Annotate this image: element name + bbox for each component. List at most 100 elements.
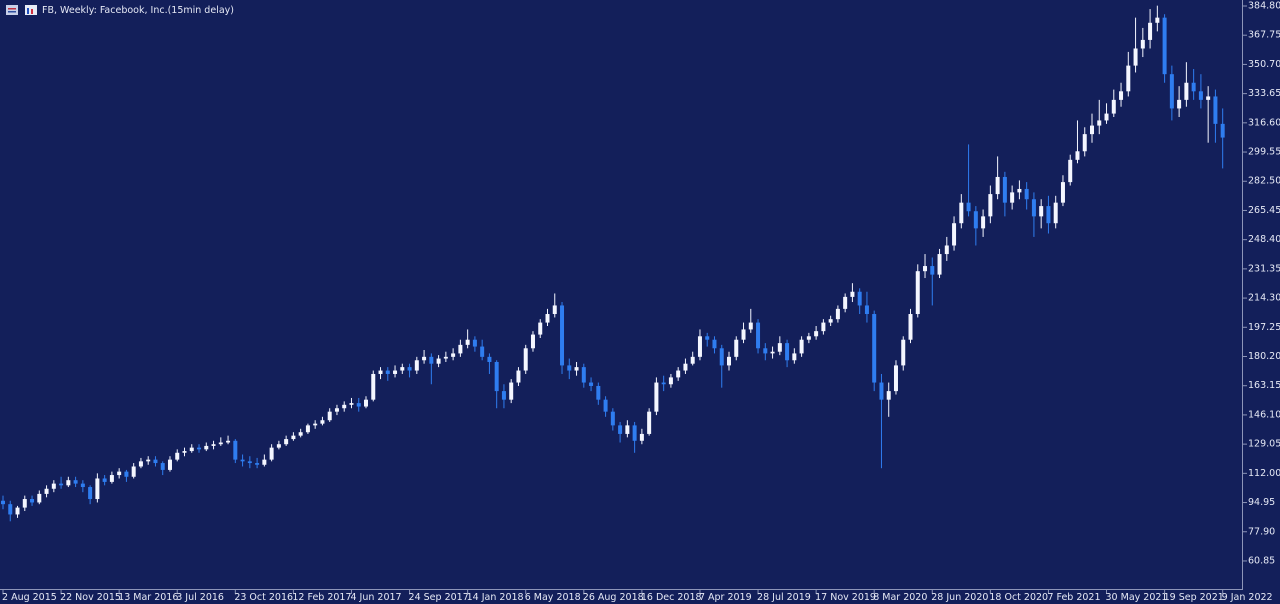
x-tick-label: 30 May 2021 (1106, 592, 1168, 603)
candle-body (364, 399, 368, 407)
candle-body (414, 360, 419, 371)
candle-body (15, 507, 20, 515)
candle-body (226, 440, 231, 443)
y-tick-label: 129.05 (1248, 439, 1280, 450)
x-tick-label: 16 Dec 2018 (641, 592, 702, 603)
candle-body (705, 336, 710, 340)
candle-body (356, 403, 361, 407)
candle-body (850, 291, 855, 297)
candle-body (1133, 48, 1138, 66)
candle-body (1191, 82, 1196, 92)
candle-body (385, 370, 390, 374)
y-tick-label: 367.75 (1248, 30, 1280, 41)
candle-body (973, 211, 978, 229)
candle-body (785, 343, 790, 361)
candle-body (334, 408, 339, 412)
candle-body (828, 319, 833, 323)
candle-body (886, 391, 891, 400)
candle-body (988, 194, 993, 217)
candle-body (393, 370, 398, 374)
candle-body (59, 483, 64, 486)
candle-body (30, 499, 35, 503)
candle-body (451, 353, 456, 357)
candle-body (923, 266, 928, 272)
candle-body (806, 336, 811, 340)
candle-body (908, 314, 913, 340)
candle-body (44, 488, 49, 494)
x-tick-label: 13 Mar 2016 (118, 592, 178, 603)
candle-body (509, 382, 514, 400)
candle-body (618, 425, 623, 434)
candle-body (51, 483, 56, 489)
x-tick-label: 23 Oct 2016 (234, 592, 293, 603)
icon (6, 5, 18, 15)
candle-body (197, 447, 202, 450)
candle-body (276, 444, 281, 448)
candle-body (407, 367, 412, 371)
candle-body (1024, 188, 1029, 200)
candle-body (937, 254, 942, 275)
candle-body (966, 202, 971, 212)
x-tick-label: 7 Feb 2021 (1047, 592, 1100, 603)
candle-body (8, 504, 13, 515)
candle-body (995, 176, 1000, 195)
candle-body (124, 471, 129, 477)
candle-body (560, 305, 565, 366)
candle-body (756, 322, 761, 349)
candle-body (298, 432, 303, 436)
candle-body (501, 391, 506, 400)
candle-body (1148, 22, 1153, 40)
candle-body (857, 291, 862, 306)
candle-body (88, 487, 93, 500)
candle-body (697, 336, 702, 357)
candle-body (872, 314, 877, 383)
candle-body (211, 444, 216, 446)
candle-body (73, 480, 78, 484)
icon (8, 11, 16, 13)
candle-body (1177, 99, 1182, 109)
y-tick-label: 384.80 (1248, 0, 1280, 11)
candle-body (777, 343, 782, 352)
candle-body (835, 308, 840, 320)
candle-body (494, 361, 499, 392)
candle-body (719, 348, 724, 366)
candle-body (1169, 74, 1174, 109)
candle-body (102, 478, 107, 482)
candle-body (320, 420, 325, 424)
candle-body (734, 339, 739, 357)
y-tick-label: 248.40 (1248, 234, 1280, 245)
candle-body (175, 452, 180, 460)
x-tick-label: 8 Mar 2020 (873, 592, 927, 603)
candle-body (741, 329, 746, 340)
candle-body (66, 480, 71, 486)
candle-body (690, 356, 695, 364)
symbol-icons (6, 5, 37, 15)
candle-body (712, 339, 717, 349)
candle-body (443, 356, 448, 359)
candle-body (189, 447, 194, 452)
x-tick-label: 7 Apr 2019 (699, 592, 752, 603)
candle-body (654, 382, 659, 412)
candle-body (792, 353, 797, 361)
y-tick-label: 282.50 (1248, 176, 1280, 187)
candle-body (95, 478, 100, 500)
candle-body (661, 382, 666, 385)
x-tick-label: 2 Aug 2015 (2, 592, 57, 603)
candle-body (1104, 113, 1109, 121)
candle-body (1017, 188, 1022, 193)
candle-body (1184, 82, 1189, 100)
candle-body (639, 433, 644, 441)
candle-body (1090, 125, 1094, 135)
chart-title: FB, Weekly: Facebook, Inc.(15min delay) (42, 5, 234, 16)
candle-body (1155, 17, 1160, 23)
candle-body (1140, 39, 1145, 49)
candle-body (160, 463, 165, 470)
candle-body (153, 459, 158, 464)
candle-body (1031, 199, 1036, 217)
candle-body (1075, 151, 1080, 160)
candle-body (581, 367, 586, 383)
x-tick-label: 19 Sep 2021 (1164, 592, 1224, 603)
candle-body (567, 365, 572, 371)
